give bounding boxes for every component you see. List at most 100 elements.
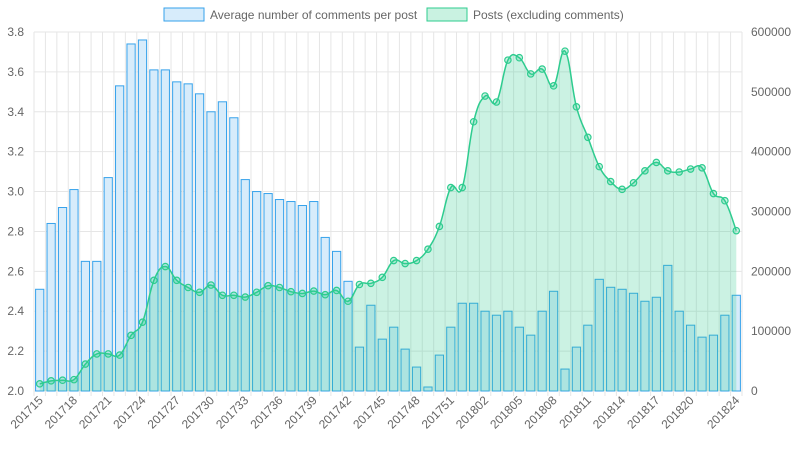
point-201722[interactable] [115,351,124,359]
point-201806[interactable] [526,70,535,78]
point-201815[interactable] [629,178,638,187]
bar-201725[interactable] [149,69,159,392]
bar-201821[interactable] [697,336,707,392]
point-201733[interactable] [241,293,250,301]
point-201746[interactable] [389,256,398,265]
bar-201729[interactable] [194,93,205,392]
bar-201724[interactable] [137,39,148,392]
point-201734[interactable] [252,288,261,297]
bar-201803[interactable] [491,314,502,392]
point-201742[interactable] [344,297,352,306]
point-201735[interactable] [264,281,272,290]
bar-201802[interactable] [480,310,490,392]
bar-201741[interactable] [332,250,342,392]
point-201818[interactable] [663,167,672,175]
bar-201730[interactable] [206,111,216,392]
point-201719[interactable] [81,360,90,368]
point-201823[interactable] [721,196,729,205]
bar-201823[interactable] [720,314,730,392]
bar-201752[interactable] [457,302,467,392]
point-201822[interactable] [709,189,718,198]
bar-201820[interactable] [686,324,696,392]
bar-201810[interactable] [571,346,582,392]
point-201731[interactable] [218,291,227,300]
point-201811[interactable] [584,133,592,142]
point-201715[interactable] [35,380,44,388]
point-201805[interactable] [515,53,524,62]
point-201813[interactable] [606,177,615,186]
point-201720[interactable] [93,350,101,358]
point-201802[interactable] [481,92,489,100]
bar-201819[interactable] [674,310,684,392]
bar-201801[interactable] [469,302,479,392]
bar-201727[interactable] [172,81,182,392]
bar-201743[interactable] [354,346,365,392]
point-201751[interactable] [447,183,455,192]
bar-201816[interactable] [640,300,650,392]
bar-201805[interactable] [514,326,524,392]
bar-201750[interactable] [434,354,444,392]
point-201740[interactable] [321,290,329,299]
point-201737[interactable] [287,287,295,296]
point-201801[interactable] [469,117,478,126]
bar-201747[interactable] [400,348,410,392]
point-201752[interactable] [458,183,467,192]
point-201721[interactable] [104,350,113,358]
bar-201818[interactable] [663,264,673,392]
bar-201723[interactable] [126,43,136,392]
point-201732[interactable] [230,291,238,300]
point-201744[interactable] [367,279,375,288]
point-201745[interactable] [378,273,387,282]
point-201724[interactable] [138,318,147,326]
bar-201742[interactable] [343,280,353,392]
bar-201748[interactable] [411,366,422,392]
bar-201822[interactable] [708,334,719,392]
point-201821[interactable] [698,164,706,172]
point-201807[interactable] [538,65,546,73]
point-201817[interactable] [652,158,661,167]
bar-201737[interactable] [286,201,296,392]
point-201725[interactable] [150,276,158,285]
point-201809[interactable] [561,47,569,55]
bar-201733[interactable] [240,179,250,392]
bar-201824[interactable] [731,294,741,392]
legend-item-posts[interactable]: Posts (excluding comments) [426,7,624,22]
bar-201749[interactable] [423,386,433,392]
point-201810[interactable] [572,102,581,111]
point-201730[interactable] [207,281,215,289]
point-201824[interactable] [732,226,741,235]
bar-201715[interactable] [35,288,45,392]
bar-201740[interactable] [320,236,330,392]
point-201750[interactable] [435,222,444,231]
point-201736[interactable] [275,283,284,292]
point-201738[interactable] [298,289,307,298]
bar-201811[interactable] [583,324,593,392]
bar-201728[interactable] [183,83,193,392]
point-201812[interactable] [595,162,604,171]
point-201820[interactable] [686,165,695,173]
bar-201751[interactable] [446,326,456,392]
bar-201734[interactable] [252,191,262,392]
point-201749[interactable] [424,245,432,253]
bar-201721[interactable] [103,177,113,392]
point-201718[interactable] [70,375,78,384]
bar-201814[interactable] [617,288,627,392]
bar-201738[interactable] [297,205,307,392]
bar-201744[interactable] [366,304,376,392]
point-201743[interactable] [355,280,364,289]
point-201748[interactable] [412,256,421,265]
point-201723[interactable] [127,331,135,340]
bar-201815[interactable] [628,292,639,392]
bar-201716[interactable] [46,222,56,392]
bar-201732[interactable] [229,117,239,392]
bar-201807[interactable] [537,310,547,392]
point-201747[interactable] [401,259,409,268]
point-201741[interactable] [332,286,341,295]
bar-201817[interactable] [651,296,661,392]
point-201727[interactable] [172,276,181,285]
legend-item-comments[interactable]: Average number of comments per post [163,7,418,22]
bar-201806[interactable] [526,334,536,392]
bar-201720[interactable] [92,260,102,392]
bar-201718[interactable] [69,189,79,392]
bar-201808[interactable] [548,290,559,392]
